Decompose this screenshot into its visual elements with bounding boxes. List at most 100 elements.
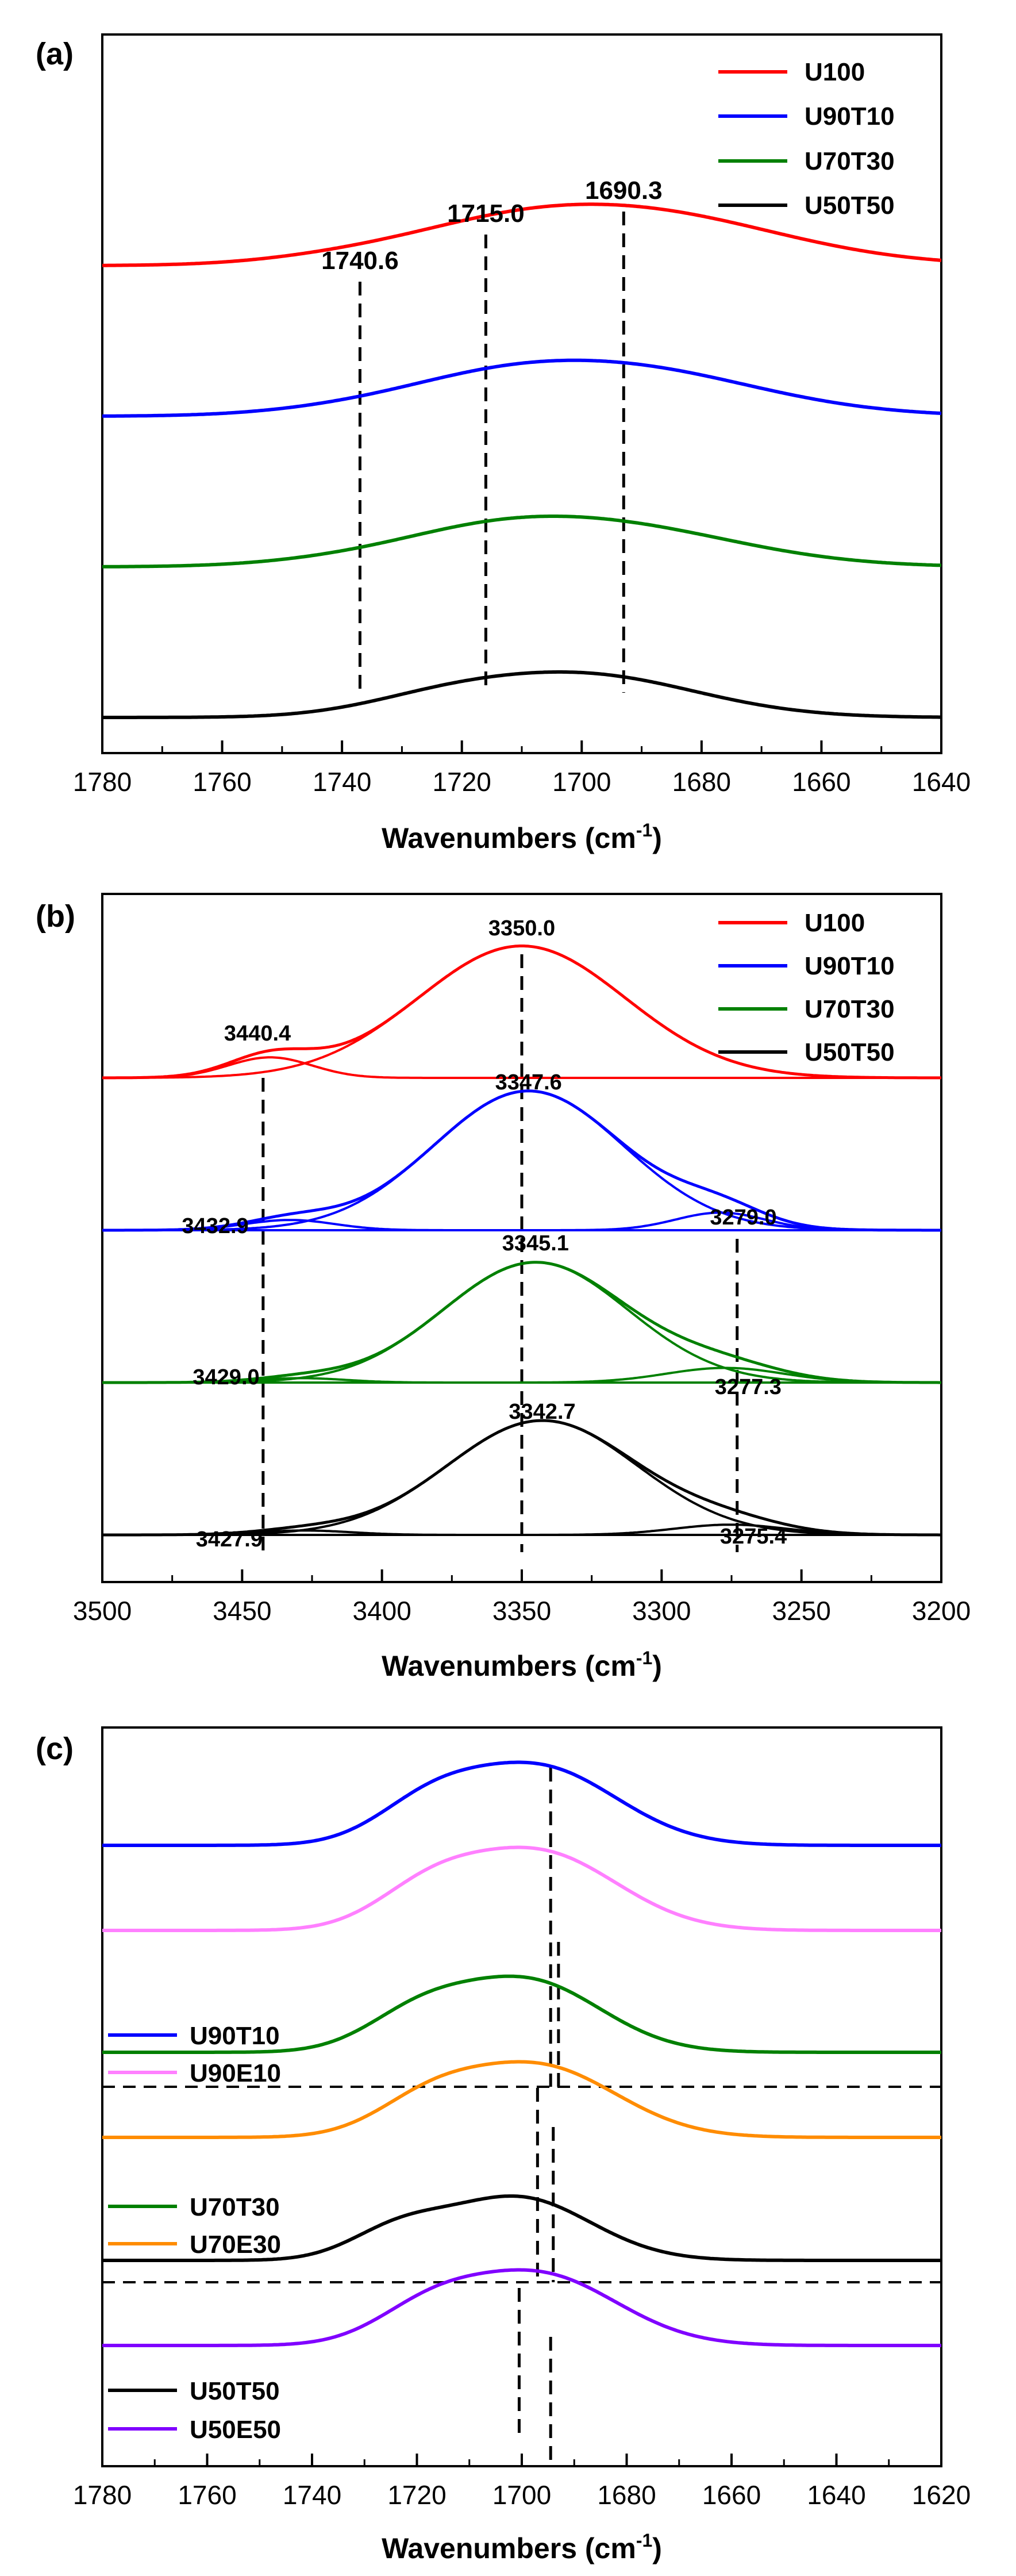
panel-b-label: (b) <box>36 899 75 934</box>
legend-label: U70T30 <box>805 147 895 175</box>
x-tick-label: 1720 <box>433 767 491 797</box>
series-line-u100 <box>102 202 942 267</box>
x-tick-label: 1700 <box>552 767 611 797</box>
legend-label: U50E50 <box>190 2416 281 2444</box>
x-tick-label: 1780 <box>73 767 132 797</box>
panel-a-plot-frame <box>101 33 942 754</box>
x-tick-label: 3400 <box>352 1596 411 1626</box>
x-tick-label: 1780 <box>73 2480 132 2510</box>
x-tick-label: 1760 <box>178 2480 236 2510</box>
legend-label: U100 <box>805 909 865 937</box>
legend-label: U70E30 <box>190 2231 281 2259</box>
x-axis-title-close: ) <box>652 1650 662 1682</box>
x-tick-label: 3250 <box>772 1596 830 1626</box>
series-line-u50t50 <box>102 670 941 719</box>
series-line-u70t30 <box>102 515 942 569</box>
x-axis-title-close: ) <box>652 2532 662 2565</box>
x-tick-label: 1640 <box>807 2480 865 2510</box>
x-tick-label: 1640 <box>912 767 971 797</box>
legend-label: U50T50 <box>805 191 895 220</box>
series-envelope-u70t30 <box>102 1261 941 1384</box>
series-line-u90t10 <box>102 358 942 418</box>
series-line-u50e50 <box>102 2268 941 2347</box>
series-component-u70t30 <box>102 1366 941 1384</box>
x-tick-label: 1680 <box>597 2480 656 2510</box>
panel-c-plot-frame <box>101 1726 942 2467</box>
panel-a-annotation: 1740.6 <box>321 247 399 275</box>
panel-b-x-axis-title: Wavenumbers (cm-1) <box>382 1648 662 1682</box>
series-component-u70t30 <box>102 1261 941 1384</box>
legend-label: U70T30 <box>805 995 895 1023</box>
x-tick-label: 1720 <box>387 2480 446 2510</box>
x-tick-label: 3300 <box>632 1596 691 1626</box>
panel-c: (c) 1780 1760 1740 1720 1700 1680 1660 1640 1620… <box>36 1726 971 2565</box>
panel-a-legend: U100 U90T10 U70T30 U50T50 <box>718 58 895 220</box>
panel-c-x-axis: 1780 1760 1740 1720 1700 1680 1660 1640 1620 <box>73 2454 971 2510</box>
series-component-u50t50 <box>102 1523 941 1536</box>
panel-b-annotation: 3429.0 <box>193 1365 259 1389</box>
panel-b-annotation: 3277.3 <box>715 1375 782 1399</box>
panel-c-legend: U90T10 U90E10 U70T30 U70E30 U50T50 U50E5… <box>108 2022 281 2444</box>
legend-label: U90T10 <box>190 2022 280 2050</box>
panel-b-annotation: 3440.4 <box>224 1022 291 1046</box>
legend-label: U90T10 <box>805 102 895 130</box>
panel-a-x-axis-title: Wavenumbers (cm-1) <box>382 820 662 854</box>
panel-b-annotation: 3275.4 <box>720 1525 787 1549</box>
panel-b: (b) 3500 3450 3400 3350 3300 3250 3200 3440.4 … <box>36 893 971 1682</box>
x-tick-label: 3200 <box>912 1596 971 1626</box>
legend-label: U50T50 <box>805 1038 895 1066</box>
series-component-u100 <box>102 1056 941 1079</box>
series-line-u90t10 <box>102 1760 941 1847</box>
series-line-u70t30 <box>102 1974 941 2054</box>
panel-b-legend: U100 U90T10 U70T30 U50T50 <box>718 909 895 1066</box>
series-line-u90e10 <box>102 1845 941 1932</box>
x-tick-label: 1740 <box>313 767 371 797</box>
panel-a-label: (a) <box>36 37 74 71</box>
panel-c-marker-lines <box>517 1768 560 2466</box>
panel-b-annotation: 3279.0 <box>710 1206 776 1230</box>
x-tick-label: 1660 <box>792 767 850 797</box>
panel-b-annotation: 3427.9 <box>196 1527 263 1552</box>
x-axis-title-text: Wavenumbers (cm <box>382 2532 636 2565</box>
panel-b-marker-lines <box>261 954 739 1552</box>
x-tick-label: 1620 <box>912 2480 971 2510</box>
legend-label: U90T10 <box>805 952 895 980</box>
panel-b-annotation: 3350.0 <box>488 916 555 940</box>
x-tick-label: 1740 <box>283 2480 341 2510</box>
panel-b-annotation: 3342.7 <box>509 1400 575 1424</box>
panel-b-annotation: 3347.6 <box>495 1070 562 1095</box>
x-tick-label: 1700 <box>492 2480 551 2510</box>
x-axis-title-superscript: -1 <box>636 2530 652 2551</box>
series-line-u70e30 <box>102 2060 941 2139</box>
panel-b-series <box>102 945 941 1537</box>
x-axis-title-superscript: -1 <box>636 820 652 840</box>
x-tick-label: 3350 <box>492 1596 551 1626</box>
panel-c-x-axis-title: Wavenumbers (cm-1) <box>382 2530 662 2565</box>
x-tick-label: 1680 <box>672 767 731 797</box>
x-tick-label: 1660 <box>702 2480 761 2510</box>
panel-a: (a) 1780 1760 1740 1720 1700 1680 1660 1640 174… <box>36 33 971 854</box>
series-component-u90t10 <box>102 1211 941 1231</box>
legend-label: U100 <box>805 58 865 86</box>
series-line-u50t50 <box>102 2194 941 2262</box>
x-axis-title-text: Wavenumbers (cm <box>382 1650 636 1682</box>
panel-a-marker-lines <box>358 212 625 693</box>
panel-b-annotation: 3345.1 <box>502 1231 569 1256</box>
panel-b-annotation: 3432.9 <box>182 1214 248 1238</box>
legend-label: U90E10 <box>190 2059 281 2087</box>
legend-label: U70T30 <box>190 2193 280 2221</box>
series-component-u100 <box>102 945 941 1079</box>
panel-c-series <box>102 1760 941 2347</box>
x-tick-label: 1760 <box>193 767 251 797</box>
panel-a-annotation: 1715.0 <box>447 199 525 228</box>
panel-a-annotation: 1690.3 <box>585 176 663 205</box>
x-tick-label: 3450 <box>213 1596 271 1626</box>
panel-b-x-axis: 3500 3450 3400 3350 3300 3250 3200 <box>73 1569 971 1626</box>
panel-a-series <box>102 202 942 719</box>
x-axis-title-close: ) <box>652 822 662 854</box>
legend-label: U50T50 <box>190 2377 280 2405</box>
x-tick-label: 3500 <box>73 1596 132 1626</box>
panel-a-x-axis: 1780 1760 1740 1720 1700 1680 1660 1640 <box>73 740 971 797</box>
